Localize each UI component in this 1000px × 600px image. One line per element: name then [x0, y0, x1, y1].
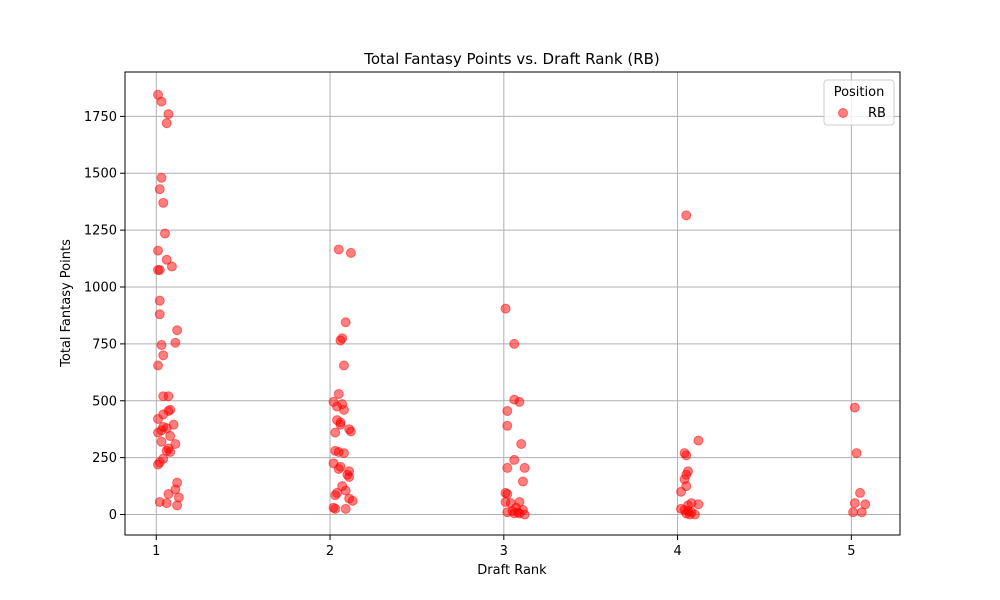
- data-point: [159, 228, 170, 239]
- data-point: [156, 436, 167, 447]
- data-point: [347, 495, 358, 506]
- gridlines: [125, 72, 900, 535]
- data-point: [173, 492, 184, 503]
- data-point: [509, 454, 520, 465]
- data-point: [165, 431, 176, 442]
- data-point: [163, 489, 174, 500]
- data-point: [855, 487, 866, 498]
- data-point: [154, 184, 165, 195]
- plot-frame: [124, 71, 901, 536]
- data-point: [165, 446, 176, 457]
- data-point: [172, 500, 183, 511]
- data-point: [519, 462, 530, 473]
- data-points: [153, 89, 871, 520]
- data-point: [338, 404, 349, 415]
- data-point: [156, 172, 167, 183]
- y-tick-label: 500: [92, 394, 117, 409]
- data-point: [153, 427, 164, 438]
- data-point: [340, 503, 351, 514]
- y-tick-label: 0: [109, 508, 117, 523]
- data-point: [340, 317, 351, 328]
- data-point: [172, 325, 183, 336]
- data-point: [693, 435, 704, 446]
- data-point: [509, 338, 520, 349]
- data-point: [338, 448, 349, 459]
- data-point: [502, 406, 513, 417]
- x-tick-label: 5: [847, 544, 855, 559]
- data-point: [516, 438, 527, 449]
- data-point: [154, 295, 165, 306]
- data-point: [333, 244, 344, 255]
- y-tick-label: 1250: [84, 224, 117, 239]
- x-axis-label: Draft Rank: [477, 563, 547, 578]
- data-point: [502, 462, 513, 473]
- y-tick-label: 750: [92, 337, 117, 352]
- data-point: [681, 450, 692, 461]
- data-point: [345, 426, 356, 437]
- data-point: [330, 503, 341, 514]
- data-point: [345, 247, 356, 258]
- y-tick-label: 1750: [84, 110, 117, 125]
- data-point: [170, 438, 181, 449]
- data-point: [170, 337, 181, 348]
- data-point: [335, 335, 346, 346]
- y-tick-label: 1000: [84, 281, 117, 296]
- legend: Position RB: [823, 79, 895, 126]
- data-point: [502, 489, 513, 500]
- data-point: [848, 507, 859, 518]
- data-point: [330, 427, 341, 438]
- data-point: [514, 396, 525, 407]
- data-point: [330, 490, 341, 501]
- data-point: [335, 419, 346, 430]
- data-point: [158, 197, 169, 208]
- axis-ticks: 1 2 3 4 5 0 250 500 750 1000 1250 1500 1750: [84, 110, 856, 559]
- data-point: [344, 471, 355, 482]
- data-point: [693, 499, 704, 510]
- data-point: [161, 498, 172, 509]
- data-point: [333, 388, 344, 399]
- data-point: [156, 96, 167, 107]
- legend-marker: [838, 108, 848, 118]
- x-tick-label: 4: [673, 544, 681, 559]
- data-point: [856, 507, 867, 518]
- data-point: [681, 481, 692, 492]
- data-point: [333, 464, 344, 475]
- chart-title: Total Fantasy Points vs. Draft Rank (RB): [363, 50, 660, 68]
- data-point: [161, 254, 172, 265]
- data-point: [849, 402, 860, 413]
- data-point: [849, 498, 860, 509]
- data-point: [163, 391, 174, 402]
- x-tick-label: 2: [326, 544, 334, 559]
- data-point: [153, 459, 164, 470]
- x-tick-label: 3: [500, 544, 508, 559]
- data-point: [338, 360, 349, 371]
- data-point: [154, 309, 165, 320]
- legend-entry-rb: RB: [868, 106, 886, 121]
- data-point: [166, 261, 177, 272]
- data-point: [851, 448, 862, 459]
- legend-title: Position: [834, 85, 885, 100]
- data-point: [681, 210, 692, 221]
- data-point: [500, 303, 511, 314]
- data-point: [519, 509, 530, 520]
- y-tick-label: 1500: [84, 167, 117, 182]
- data-point: [154, 264, 165, 275]
- data-point: [161, 118, 172, 129]
- data-point: [156, 340, 167, 351]
- data-point: [153, 245, 164, 256]
- y-axis-label: Total Fantasy Points: [59, 239, 74, 368]
- data-point: [689, 509, 700, 520]
- data-point: [517, 476, 528, 487]
- data-point: [158, 350, 169, 361]
- data-point: [153, 413, 164, 424]
- data-point: [153, 360, 164, 371]
- x-tick-label: 1: [152, 544, 160, 559]
- data-point: [163, 109, 174, 120]
- data-point: [502, 420, 513, 431]
- y-tick-label: 250: [92, 451, 117, 466]
